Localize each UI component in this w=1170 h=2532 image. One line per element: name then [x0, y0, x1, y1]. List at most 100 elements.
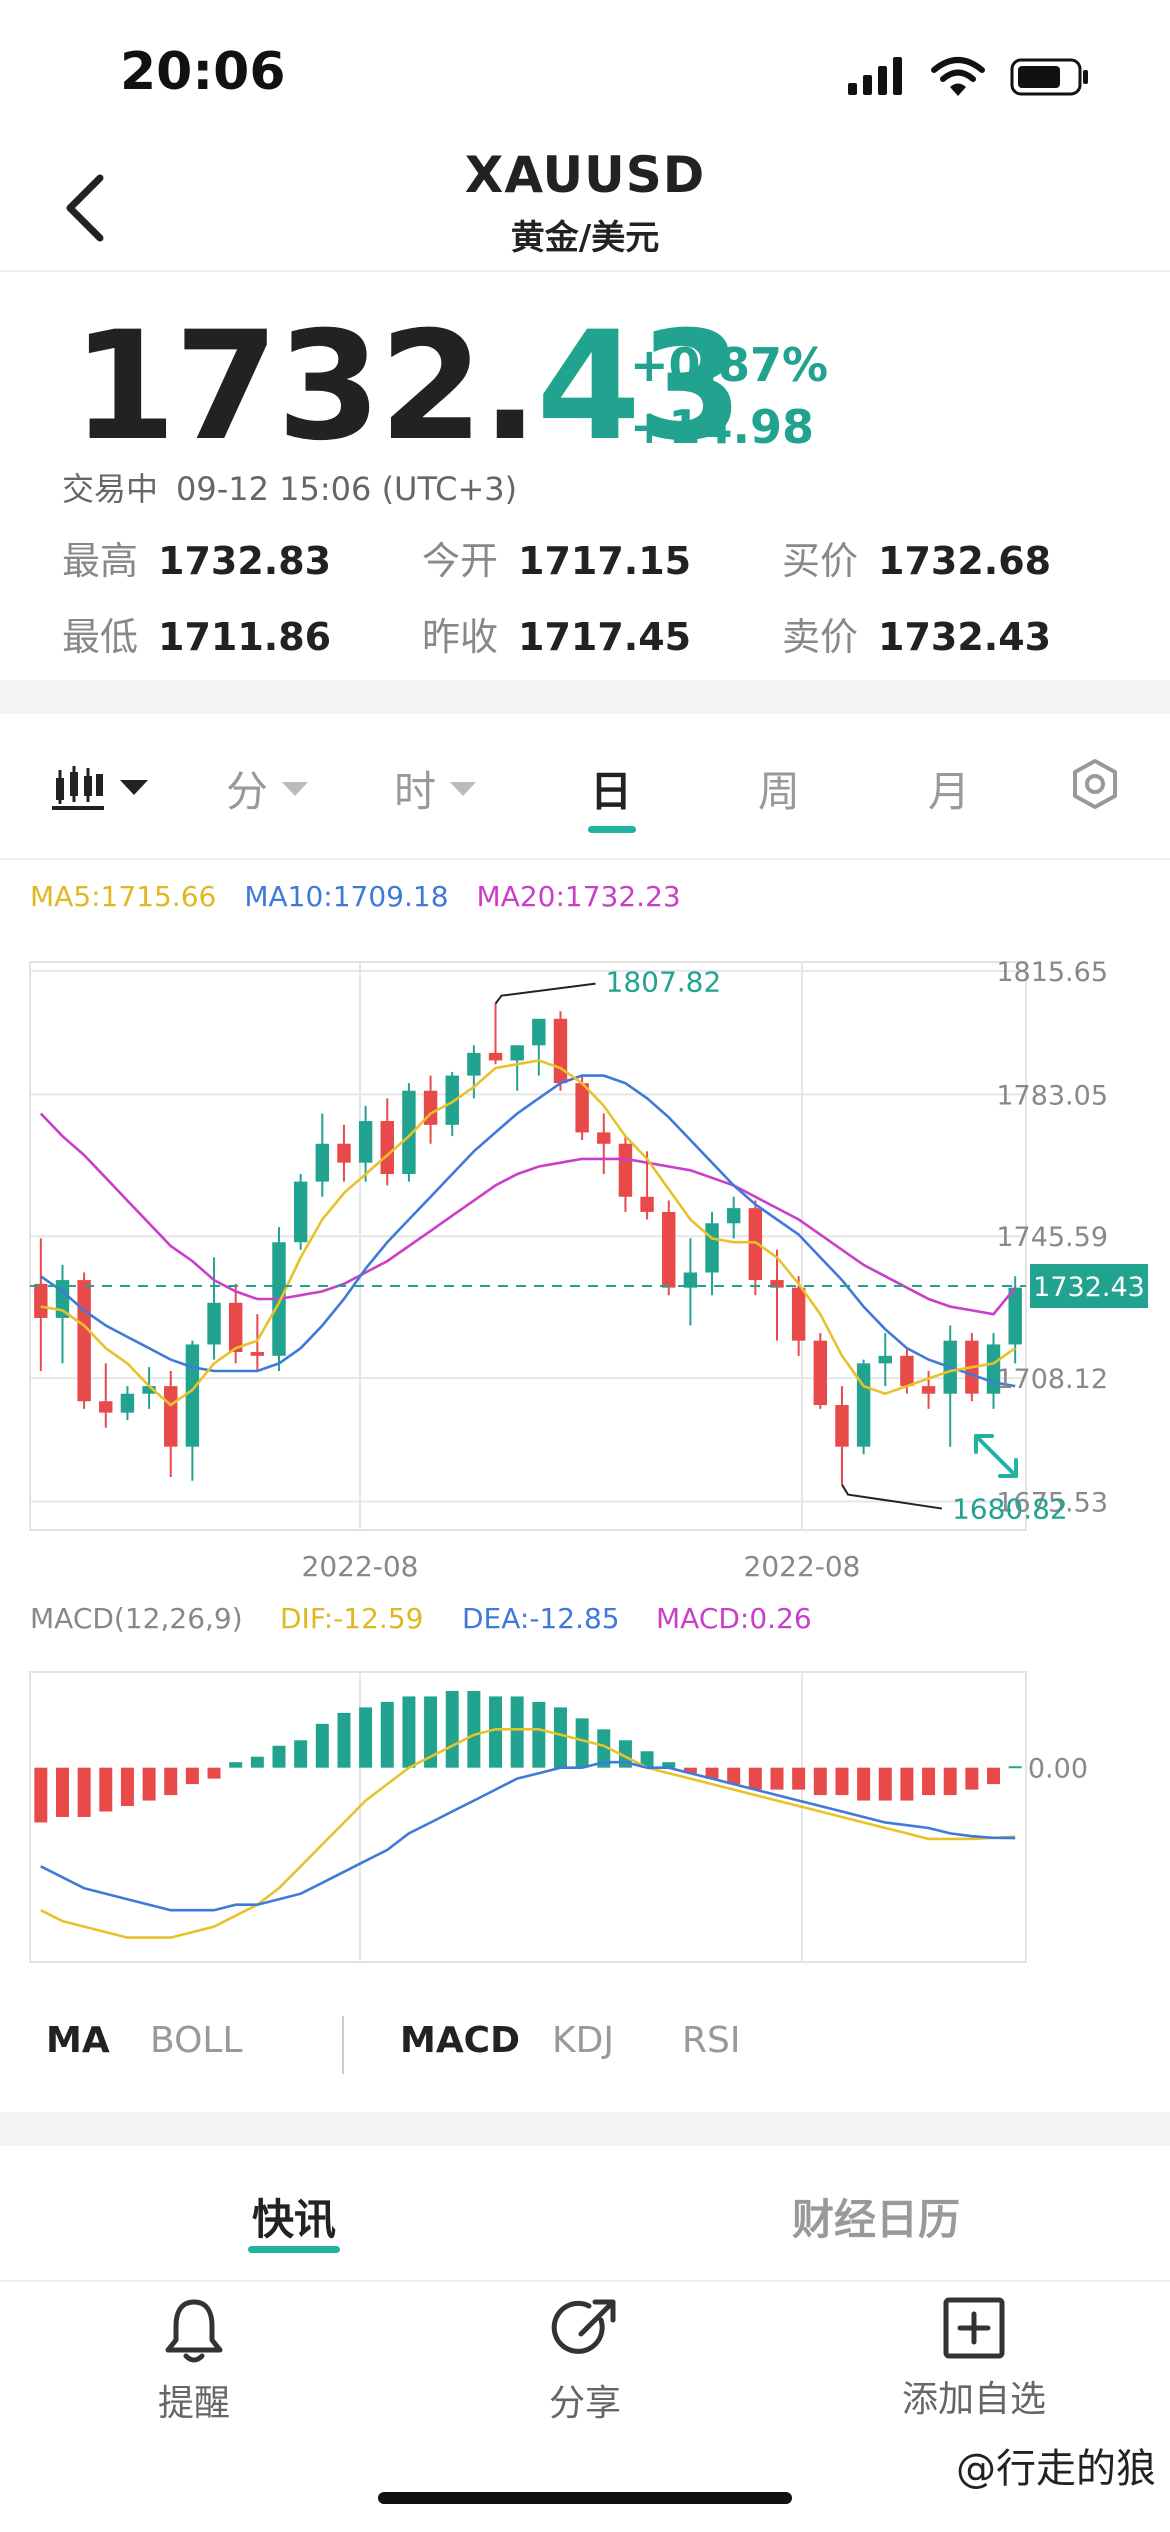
section-divider-2 [0, 2112, 1170, 2146]
macd-histogram-bar [315, 1723, 329, 1768]
candle-body [553, 1018, 568, 1084]
chart-type-selector[interactable] [50, 764, 148, 810]
macd-histogram-bar [922, 1767, 936, 1796]
ma20-line [39, 1112, 1017, 1316]
status-time: 20:06 [120, 42, 286, 102]
tab-minute[interactable]: 分 [226, 758, 309, 819]
candle-body [207, 1302, 221, 1345]
tab-month[interactable]: 月 [928, 767, 971, 816]
tab-week[interactable]: 周 [758, 767, 801, 816]
active-tab-indicator [588, 826, 636, 833]
last-price: 1732.43 [72, 312, 743, 462]
macd-legend-macd: MACD:0.26 [656, 1602, 812, 1635]
stat-low: 最低 1711.86 [62, 615, 332, 659]
macd-dea-line [40, 1760, 1016, 1912]
tab-day[interactable]: 日 [590, 767, 633, 816]
back-arrow-icon[interactable] [58, 168, 118, 248]
candle-body [532, 1018, 546, 1046]
header: XAUUSD 黄金/美元 [0, 140, 1170, 272]
candle-body [640, 1196, 654, 1212]
price-integer: 1732. [72, 300, 538, 474]
indicator-divider [342, 2016, 344, 2074]
macd-dif-line [40, 1727, 1016, 1939]
macd-legend-dea: DEA:-12.85 [462, 1602, 620, 1635]
bell-icon [165, 2299, 223, 2363]
home-indicator [378, 2492, 792, 2504]
ma-legend: MA5:1715.66 MA10:1709.18 MA20:1732.23 [30, 880, 709, 913]
x-tick-label: 2022-08 [744, 1550, 861, 1583]
candle-body [34, 1283, 48, 1318]
tab-economic-calendar[interactable]: 财经日历 [792, 2195, 961, 2244]
price-frame [29, 961, 1027, 1531]
candle-body [856, 1363, 871, 1447]
ma20-value: MA20:1732.23 [476, 880, 681, 913]
candle-body [185, 1344, 200, 1447]
high-marker-line [494, 982, 596, 1005]
tab-hour[interactable]: 时 [394, 758, 477, 819]
macd-histogram-bar [294, 1740, 308, 1768]
trade-status: 交易中 [62, 470, 159, 508]
nav-alert[interactable]: 提醒 [64, 2296, 324, 2426]
macd-series [34, 1690, 1022, 1939]
candle-body [228, 1302, 243, 1353]
share-icon [551, 2299, 616, 2354]
macd-histogram-bar [532, 1701, 546, 1768]
fullscreen-icon[interactable] [974, 1434, 1018, 1478]
candle-body [878, 1355, 892, 1364]
macd-histogram-bar [359, 1707, 373, 1768]
ma5-line [40, 1059, 1016, 1407]
macd-histogram-bar [857, 1767, 871, 1801]
candle-body [835, 1405, 849, 1447]
candlestick-series [34, 1003, 1022, 1485]
macd-histogram-bar [575, 1718, 589, 1768]
tab-flash-news[interactable]: 快讯 [252, 2195, 337, 2244]
add-square-icon [943, 2297, 1005, 2359]
y-tick-label: 1815.65 [996, 957, 1108, 988]
macd-histogram-bar [510, 1696, 524, 1768]
candle-body [597, 1132, 611, 1144]
macd-histogram-bar [835, 1767, 849, 1796]
macd-histogram-bar [229, 1762, 243, 1768]
candle-body [921, 1386, 936, 1394]
ma10-line [40, 1074, 1016, 1388]
nav-add-watchlist[interactable]: 添加自选 [844, 2296, 1104, 2422]
indicator-rsi[interactable]: RSI [682, 2020, 741, 2061]
candle-body [791, 1287, 806, 1341]
ma10-value: MA10:1709.18 [244, 880, 449, 913]
indicator-ma[interactable]: MA [46, 2020, 110, 2061]
ma-lines [39, 1059, 1017, 1407]
indicator-macd[interactable]: MACD [400, 2020, 520, 2061]
low-marker-label: 1680.82 [952, 1493, 1068, 1526]
candlestick-chart-icon [52, 766, 104, 810]
section-divider [0, 680, 1170, 714]
indicator-boll[interactable]: BOLL [150, 2020, 243, 2061]
price-grid [29, 961, 1027, 1531]
candle-body [900, 1355, 914, 1387]
candle-body [770, 1280, 784, 1288]
price-chart[interactable]: 1732.43 1815.65 1783.05 1745.59 1708.12 1675.… [0, 940, 1170, 1980]
candle-body [813, 1340, 828, 1406]
nav-share[interactable]: 分享 [455, 2296, 715, 2426]
candle-body [575, 1083, 589, 1133]
signal-icon [848, 57, 902, 95]
candle-body [315, 1143, 330, 1182]
macd-histogram-bar [380, 1701, 394, 1768]
macd-histogram-bar [250, 1756, 264, 1768]
news-tab-border [0, 2280, 1170, 2282]
macd-histogram-bar [120, 1767, 134, 1807]
change-absolute: +14.98 [630, 400, 815, 454]
macd-histogram-bar [727, 1767, 741, 1785]
high-marker-label: 1807.82 [606, 966, 722, 999]
macd-histogram-bar [164, 1767, 178, 1796]
period-tabs: 分 时 日 周 月 [0, 714, 1170, 860]
macd-histogram-bar [207, 1767, 221, 1779]
macd-histogram-bar [618, 1740, 632, 1768]
candle-body [1008, 1287, 1022, 1345]
indicator-kdj[interactable]: KDJ [552, 2020, 614, 2061]
settings-hexagon-icon[interactable] [1070, 758, 1120, 810]
watermark: @行走的狼 [956, 2446, 1156, 2492]
macd-histogram-bar [987, 1767, 1001, 1785]
candle-body [120, 1393, 135, 1413]
macd-legend-dif: DIF:-12.59 [280, 1602, 423, 1635]
macd-histogram-bar [900, 1767, 914, 1801]
